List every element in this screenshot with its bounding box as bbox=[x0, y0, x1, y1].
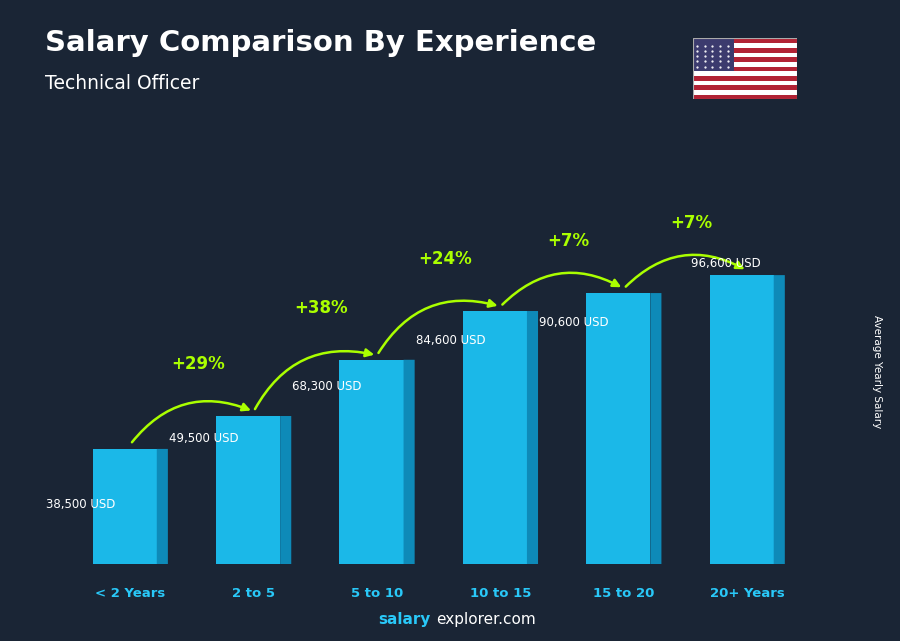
Bar bbox=[339, 360, 403, 564]
Text: 90,600 USD: 90,600 USD bbox=[539, 317, 609, 329]
Bar bbox=[93, 449, 157, 564]
Text: 68,300 USD: 68,300 USD bbox=[292, 380, 362, 393]
Bar bbox=[693, 76, 796, 81]
Bar bbox=[586, 293, 651, 564]
Bar bbox=[693, 95, 796, 99]
Text: explorer.com: explorer.com bbox=[436, 612, 536, 627]
Polygon shape bbox=[403, 360, 415, 564]
Text: +38%: +38% bbox=[294, 299, 348, 317]
Bar bbox=[693, 38, 796, 43]
Bar bbox=[693, 53, 796, 57]
Text: +7%: +7% bbox=[547, 232, 590, 250]
Bar bbox=[693, 48, 796, 53]
Bar bbox=[216, 416, 280, 564]
Polygon shape bbox=[280, 416, 292, 564]
Polygon shape bbox=[774, 275, 785, 564]
Bar bbox=[693, 67, 796, 71]
Text: +7%: +7% bbox=[670, 214, 713, 232]
Text: 15 to 20: 15 to 20 bbox=[593, 587, 654, 601]
Bar bbox=[693, 43, 796, 48]
Text: Salary Comparison By Experience: Salary Comparison By Experience bbox=[45, 29, 596, 57]
Text: +24%: +24% bbox=[418, 250, 472, 268]
Polygon shape bbox=[651, 293, 661, 564]
Text: salary: salary bbox=[378, 612, 430, 627]
Polygon shape bbox=[157, 449, 168, 564]
Text: 84,600 USD: 84,600 USD bbox=[416, 335, 485, 347]
Bar bbox=[693, 57, 796, 62]
Text: 38,500 USD: 38,500 USD bbox=[46, 497, 115, 511]
Text: Average Yearly Salary: Average Yearly Salary bbox=[872, 315, 883, 428]
Bar bbox=[693, 38, 734, 71]
Text: 49,500 USD: 49,500 USD bbox=[169, 432, 238, 445]
Bar bbox=[463, 311, 526, 564]
Text: 5 to 10: 5 to 10 bbox=[351, 587, 403, 601]
Bar bbox=[693, 85, 796, 90]
Text: 10 to 15: 10 to 15 bbox=[470, 587, 531, 601]
Bar bbox=[693, 62, 796, 67]
Polygon shape bbox=[526, 311, 538, 564]
Bar bbox=[693, 90, 796, 95]
Text: < 2 Years: < 2 Years bbox=[95, 587, 166, 601]
Bar bbox=[693, 81, 796, 85]
Bar bbox=[709, 275, 774, 564]
Text: 20+ Years: 20+ Years bbox=[710, 587, 785, 601]
Bar bbox=[693, 71, 796, 76]
Text: 2 to 5: 2 to 5 bbox=[232, 587, 275, 601]
Text: +29%: +29% bbox=[171, 355, 225, 373]
Text: 96,600 USD: 96,600 USD bbox=[691, 256, 760, 270]
Text: Technical Officer: Technical Officer bbox=[45, 74, 200, 93]
